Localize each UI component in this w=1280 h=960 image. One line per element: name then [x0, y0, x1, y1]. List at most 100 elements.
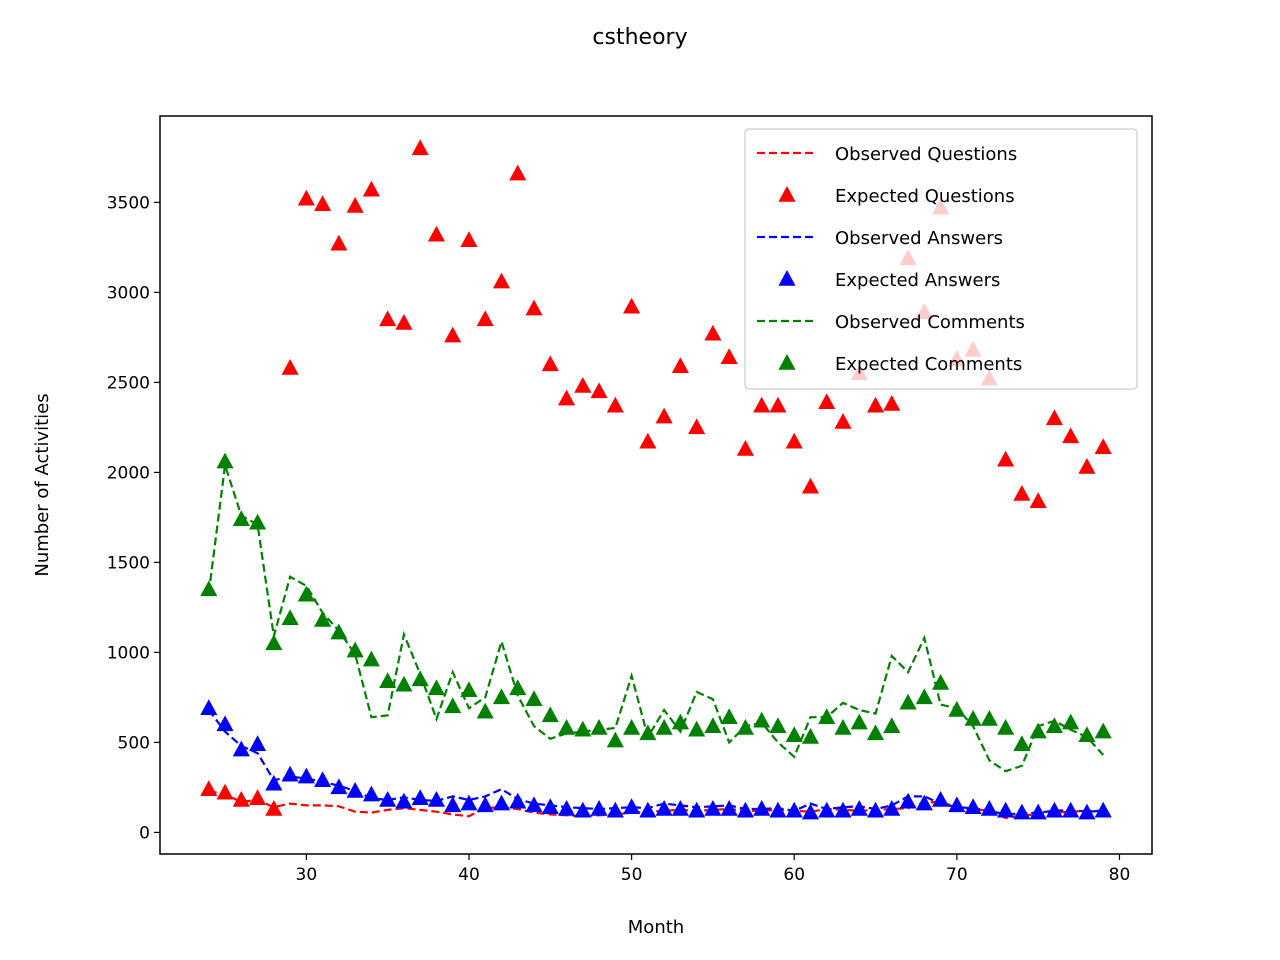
data-point: [688, 418, 706, 435]
legend-item: Observed Comments: [757, 312, 1025, 333]
data-point: [1013, 803, 1031, 820]
data-point: [476, 310, 494, 327]
legend-label: Observed Answers: [835, 228, 1003, 249]
data-point: [753, 711, 771, 728]
data-point: [346, 782, 364, 798]
data-point: [411, 670, 429, 687]
data-point: [249, 513, 267, 530]
data-point: [801, 803, 820, 820]
data-point: [834, 719, 852, 735]
data-point: [818, 801, 836, 818]
data-point: [297, 767, 315, 784]
data-point: [997, 719, 1015, 735]
data-point: [883, 395, 901, 411]
data-point: [232, 740, 250, 757]
data-point: [671, 713, 689, 730]
x-axis: 30 40 50 60 70 80: [296, 854, 1130, 885]
data-point: [411, 139, 429, 156]
data-point: [427, 679, 446, 696]
y-tick-label: 1500: [107, 553, 150, 573]
data-point: [574, 801, 592, 818]
legend-item: Observed Questions: [757, 144, 1017, 165]
data-point: [736, 440, 754, 456]
data-point: [655, 800, 673, 816]
legend-marker-swatch: [778, 270, 796, 286]
x-tick-label: 60: [783, 865, 805, 885]
data-point: [769, 717, 787, 733]
data-point: [964, 798, 982, 814]
data-point: [379, 310, 397, 327]
legend-marker-swatch: [778, 186, 796, 202]
data-point: [997, 450, 1015, 467]
x-axis-label: Month: [628, 917, 684, 938]
data-point: [379, 672, 397, 688]
data-point: [1045, 409, 1063, 426]
data-point: [1094, 722, 1112, 739]
legend-item: Expected Answers: [778, 270, 1000, 291]
y-tick-label: 3000: [107, 283, 150, 303]
data-point: [297, 189, 315, 206]
data-point: [1062, 713, 1080, 730]
data-point: [606, 396, 624, 413]
data-point: [265, 634, 283, 651]
y-tick-label: 3500: [107, 193, 150, 213]
data-point: [232, 510, 250, 526]
data-point: [200, 780, 218, 796]
data-point: [736, 719, 754, 735]
data-point: [574, 377, 592, 393]
data-point: [509, 792, 527, 809]
data-point: [1094, 438, 1112, 454]
data-point: [427, 225, 446, 242]
data-point: [590, 382, 608, 399]
data-point: [1045, 801, 1063, 818]
data-point: [639, 724, 657, 741]
data-point: [444, 326, 462, 343]
data-point: [1078, 803, 1096, 820]
data-point: [395, 675, 413, 692]
data-point: [899, 792, 917, 809]
data-point: [281, 359, 299, 375]
data-point: [866, 396, 885, 413]
data-point: [314, 195, 332, 211]
data-point: [444, 796, 462, 813]
data-point: [525, 796, 543, 813]
series-expected-comments: [200, 452, 1112, 751]
data-point: [1029, 722, 1047, 739]
data-point: [818, 708, 836, 724]
data-point: [606, 801, 624, 818]
legend-item: Expected Comments: [778, 354, 1022, 375]
data-point: [753, 396, 771, 413]
y-tick-label: 1000: [107, 643, 150, 663]
data-point: [1094, 801, 1112, 818]
legend-label: Expected Questions: [835, 186, 1015, 207]
data-point: [948, 796, 966, 813]
data-point: [948, 701, 966, 717]
data-point: [590, 800, 608, 816]
data-point: [606, 731, 624, 748]
data-point: [330, 623, 348, 640]
data-point: [704, 324, 722, 341]
data-point: [883, 800, 901, 816]
data-point: [834, 801, 852, 818]
data-point: [346, 197, 364, 213]
data-point: [850, 713, 868, 730]
legend-marker-swatch: [778, 354, 796, 370]
y-axis: 0 500 1000 1500 2000 2500 3000 3500: [107, 193, 160, 843]
data-point: [574, 720, 592, 737]
data-point: [899, 693, 917, 710]
data-point: [623, 719, 641, 735]
data-point: [964, 710, 982, 726]
data-point: [249, 789, 267, 805]
data-point: [395, 314, 413, 330]
data-point: [492, 688, 511, 705]
data-point: [232, 791, 250, 807]
data-point: [834, 413, 852, 429]
data-point: [1078, 458, 1096, 474]
y-axis-label: Number of Activities: [32, 393, 53, 576]
data-point: [720, 708, 738, 724]
data-point: [558, 389, 576, 406]
data-point: [492, 272, 511, 289]
data-point: [769, 801, 787, 818]
data-point: [818, 393, 836, 409]
data-point: [688, 801, 706, 818]
